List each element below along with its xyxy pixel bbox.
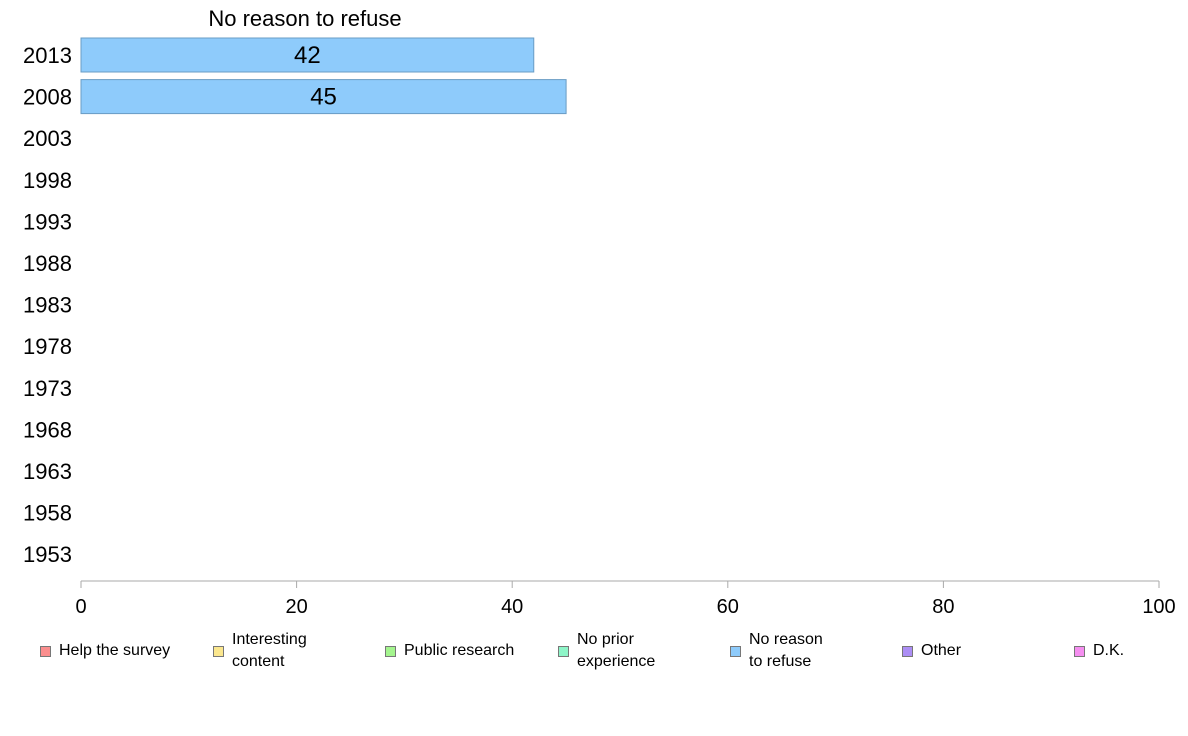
category-label: 1973	[23, 376, 72, 401]
category-label: 1963	[23, 459, 72, 484]
legend-label: No prior experience	[577, 631, 656, 670]
x-tick-label: 100	[1142, 596, 1175, 618]
category-labels: 2013 2008 2003 1998 1993 1988 1983 1978 1973 1968…	[23, 43, 72, 567]
x-tick-label: 60	[717, 596, 739, 618]
bars: 42 45	[80, 37, 567, 115]
x-axis: 0 20 40 60 80 100	[75, 580, 1176, 618]
x-tick-label: 40	[501, 596, 523, 618]
legend-item: D.K.	[1074, 640, 1124, 662]
bar	[80, 37, 535, 73]
chart-area: No reason to refuse 2013 2008 2003 1998 1993…	[23, 6, 1176, 618]
bar-value-label: 45	[310, 84, 337, 111]
legend-item: Other	[902, 640, 961, 662]
legend-item: No reason to refuse	[730, 629, 823, 673]
bar	[80, 79, 567, 115]
legend-swatch	[213, 645, 224, 657]
legend-swatch	[558, 645, 569, 657]
legend-label: Other	[921, 642, 962, 659]
legend-label: No reason to refuse	[749, 631, 823, 670]
chart-title: No reason to refuse	[208, 6, 401, 31]
legend-swatch	[902, 645, 913, 657]
category-label: 1983	[23, 293, 72, 318]
legend-item: Public research	[385, 640, 514, 662]
legend-label: Help the survey	[59, 642, 171, 659]
category-label: 1968	[23, 417, 72, 442]
x-tick-label: 0	[75, 596, 86, 618]
legend-swatch	[1074, 645, 1085, 657]
category-label: 2008	[23, 85, 72, 110]
legend: Help the survey Interesting content Public…	[0, 628, 1188, 678]
legend-label: Interesting content	[232, 631, 307, 670]
bar-value-label: 42	[294, 42, 321, 69]
legend-item: No prior experience	[558, 629, 655, 673]
legend-swatch	[730, 645, 741, 657]
category-label: 1953	[23, 542, 72, 567]
legend-item: Help the survey	[40, 640, 170, 662]
legend-swatch	[385, 645, 396, 657]
x-tick-label: 80	[932, 596, 954, 618]
legend-label: D.K.	[1093, 642, 1125, 659]
category-label: 1958	[23, 501, 72, 526]
category-label: 2003	[23, 126, 72, 151]
category-label: 1988	[23, 251, 72, 276]
category-label: 1993	[23, 209, 72, 234]
category-label: 2013	[23, 43, 72, 68]
category-label: 1978	[23, 334, 72, 359]
x-tick-label: 20	[285, 596, 307, 618]
category-label: 1998	[23, 168, 72, 193]
legend-label: Public research	[404, 642, 515, 659]
legend-swatch	[40, 645, 51, 657]
legend-item: Interesting content	[213, 629, 307, 673]
